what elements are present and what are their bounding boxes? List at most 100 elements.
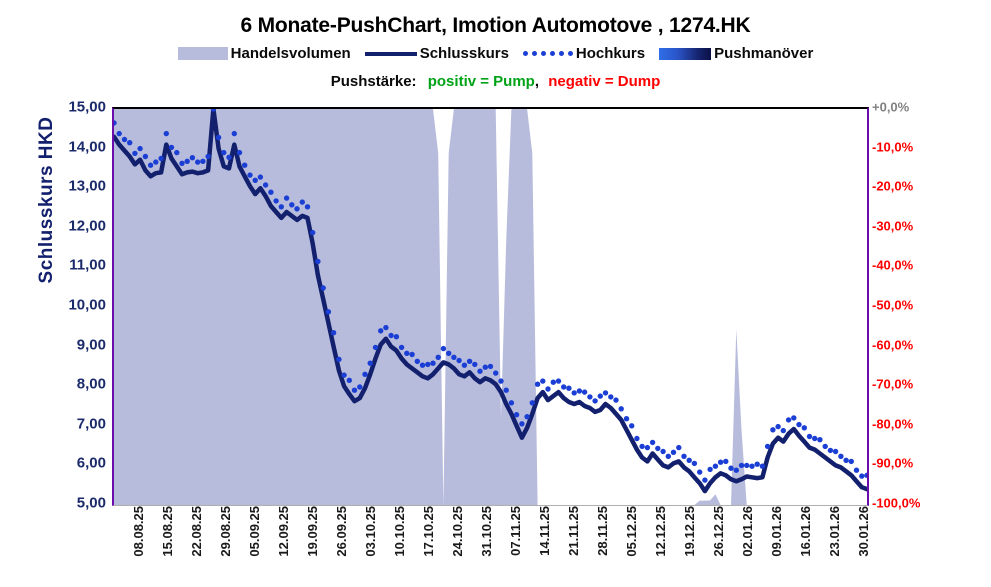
y-axis-left-tick: 8,00 xyxy=(76,375,106,393)
high-price-dot xyxy=(299,199,305,205)
high-price-dot xyxy=(618,406,624,412)
high-price-dot xyxy=(770,427,776,433)
high-price-dot xyxy=(163,130,169,137)
x-axis: 08.08.25 15.08.25 22.08.25 29.08.25 05.09.25… xyxy=(112,506,870,584)
high-price-dot xyxy=(242,162,248,168)
high-price-dot xyxy=(466,358,473,364)
high-price-dot xyxy=(717,459,724,465)
x-axis-tick: 12.09.25 xyxy=(276,506,292,557)
x-axis-tick: 19.09.25 xyxy=(305,506,321,557)
high-price-dot xyxy=(127,140,133,146)
legend-label-pushmanoever: Pushmanöver xyxy=(714,45,814,62)
high-price-dot xyxy=(142,153,149,160)
x-axis-tick: 30.01.26 xyxy=(855,506,871,557)
y-axis-left-tick: 10,00 xyxy=(68,296,106,314)
y-axis-right-tick: -10,0% xyxy=(872,139,914,155)
high-price-dot xyxy=(487,363,494,370)
high-price-dot xyxy=(278,204,284,210)
subtitle-separator: , xyxy=(534,73,540,90)
area-swatch-icon xyxy=(177,47,228,60)
high-price-dot xyxy=(200,158,206,164)
high-price-dot xyxy=(273,198,279,204)
close-price-line xyxy=(114,109,867,494)
high-price-dot xyxy=(832,448,839,455)
high-price-dot xyxy=(660,448,666,455)
y-axis-right-tick: -80,0% xyxy=(872,416,914,432)
x-axis-tick: 15.08.25 xyxy=(160,506,176,557)
y-axis-left-tick: 11,00 xyxy=(69,256,106,274)
high-price-dot xyxy=(796,421,802,428)
high-price-dot xyxy=(215,134,222,141)
high-price-dot xyxy=(451,354,457,360)
subtitle-negative: negativ = Dump xyxy=(548,73,661,90)
high-price-dot xyxy=(597,393,603,399)
high-price-dot xyxy=(231,130,237,137)
high-price-dot xyxy=(247,172,253,178)
high-price-dot xyxy=(623,416,630,422)
legend-item-pushmanoever[interactable]: Pushmanöver xyxy=(659,45,813,62)
y-axis-right-tick: -60,0% xyxy=(872,337,914,353)
x-axis-tick: 28.11.25 xyxy=(594,506,610,556)
y-axis-right-tick: -90,0% xyxy=(872,455,914,471)
high-price-dot xyxy=(812,435,818,442)
solid-line-swatch-icon xyxy=(364,51,417,56)
y-axis-left-tick: 15,00 xyxy=(68,98,106,116)
high-price-dot xyxy=(341,372,347,378)
y-axis-left-tick: 9,00 xyxy=(76,336,106,354)
high-price-dot xyxy=(320,285,326,291)
high-price-dot xyxy=(822,443,828,450)
high-price-dot xyxy=(843,457,849,463)
gradient-swatch-icon xyxy=(659,47,712,60)
high-price-dot xyxy=(639,443,645,450)
plot-area xyxy=(112,107,869,506)
y-axis-left-tick: 6,00 xyxy=(76,454,106,472)
high-price-dot xyxy=(608,394,614,400)
x-axis-tick: 05.09.25 xyxy=(247,506,263,557)
high-price-dot xyxy=(330,330,337,336)
high-price-dot xyxy=(519,421,525,427)
y-axis-left-tick: 14,00 xyxy=(68,138,106,156)
high-price-dot xyxy=(508,400,515,406)
high-price-dot xyxy=(440,345,447,352)
high-price-dot xyxy=(236,149,243,156)
legend-item-schlusskurs[interactable]: Schlusskurs xyxy=(364,45,509,62)
high-price-dot xyxy=(304,204,311,210)
high-price-dot xyxy=(534,381,541,387)
high-price-dot xyxy=(587,394,593,400)
high-price-dot xyxy=(153,159,159,165)
high-price-dot xyxy=(738,462,745,469)
high-price-dot xyxy=(383,324,389,331)
high-price-dot xyxy=(195,159,201,165)
x-axis-tick: 26.12.25 xyxy=(710,506,726,557)
x-axis-tick: 02.01.26 xyxy=(739,506,755,557)
x-axis-tick: 05.12.25 xyxy=(623,506,639,557)
high-price-dot xyxy=(184,158,190,164)
high-price-dot xyxy=(644,444,651,451)
x-axis-tick: 24.10.25 xyxy=(450,506,466,557)
x-axis-tick: 22.08.25 xyxy=(189,506,205,557)
high-price-dot xyxy=(655,445,661,452)
high-price-dot xyxy=(555,378,562,384)
high-price-dot xyxy=(733,467,739,473)
legend-item-hochkurs[interactable]: Hochkurs xyxy=(522,45,645,62)
high-price-dot xyxy=(707,466,713,473)
chart-canvas xyxy=(114,109,867,505)
high-price-dot xyxy=(744,462,750,469)
high-price-dot xyxy=(388,332,394,339)
high-price-dot xyxy=(712,463,719,469)
y-axis-left-tick: 5,00 xyxy=(76,494,106,512)
x-axis-tick: 23.01.26 xyxy=(826,506,842,557)
legend-item-handelsvolumen[interactable]: Handelsvolumen xyxy=(177,45,351,62)
y-axis-right-tick: -20,0% xyxy=(872,178,914,194)
high-price-dot xyxy=(503,387,509,393)
high-price-dot xyxy=(665,453,671,459)
high-price-dot xyxy=(482,364,488,370)
high-price-dot xyxy=(179,160,185,166)
high-price-dot xyxy=(524,414,530,420)
high-price-dot xyxy=(456,357,462,364)
y-axis-right: +0,0% -10,0% -20,0% -30,0% -40,0% -50,0% -60,0… xyxy=(872,100,982,511)
y-axis-right-tick: -30,0% xyxy=(872,218,914,234)
x-axis-tick: 08.08.25 xyxy=(131,506,147,557)
high-price-dot xyxy=(493,370,499,376)
legend-label-handelsvolumen: Handelsvolumen xyxy=(230,45,351,62)
